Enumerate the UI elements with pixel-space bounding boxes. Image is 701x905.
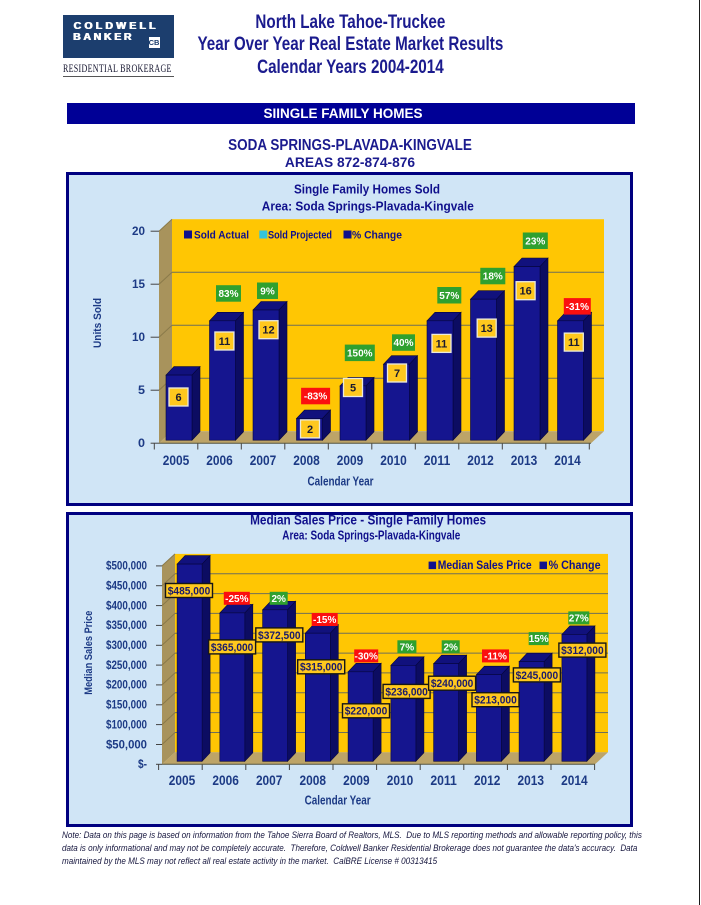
- svg-text:-83%: -83%: [304, 392, 327, 403]
- svg-text:Calendar Year: Calendar Year: [308, 473, 374, 488]
- svg-text:2005: 2005: [169, 772, 196, 788]
- svg-text:Single Family Homes Sold: Single Family Homes Sold: [294, 182, 440, 197]
- svg-text:2008: 2008: [293, 452, 320, 468]
- svg-text:$500,000: $500,000: [106, 561, 147, 573]
- svg-text:$200,000: $200,000: [106, 680, 147, 692]
- svg-text:2007: 2007: [256, 772, 283, 788]
- svg-text:$50,000: $50,000: [106, 739, 147, 751]
- svg-text:% Change: % Change: [549, 560, 601, 572]
- svg-text:2007: 2007: [250, 452, 277, 468]
- svg-text:11: 11: [436, 338, 448, 350]
- svg-text:$236,000: $236,000: [385, 686, 428, 698]
- svg-text:$100,000: $100,000: [106, 719, 147, 731]
- svg-text:5: 5: [350, 383, 356, 395]
- svg-text:$315,000: $315,000: [300, 662, 343, 674]
- svg-text:2010: 2010: [387, 772, 414, 788]
- svg-text:$400,000: $400,000: [106, 600, 147, 612]
- svg-text:2006: 2006: [206, 452, 233, 468]
- svg-text:2010: 2010: [380, 452, 407, 468]
- svg-text:$450,000: $450,000: [106, 581, 147, 593]
- svg-text:2012: 2012: [467, 452, 494, 468]
- svg-text:2011: 2011: [424, 452, 451, 468]
- svg-text:13: 13: [481, 323, 493, 335]
- svg-text:2014: 2014: [561, 772, 588, 788]
- svg-text:$213,000: $213,000: [474, 695, 517, 707]
- svg-text:11: 11: [219, 336, 231, 348]
- svg-text:2009: 2009: [337, 452, 364, 468]
- svg-text:Median Sales Price: Median Sales Price: [438, 560, 532, 572]
- svg-text:57%: 57%: [439, 291, 459, 302]
- svg-text:Sold Actual: Sold Actual: [194, 230, 249, 242]
- svg-text:$150,000: $150,000: [106, 700, 147, 712]
- svg-text:2011: 2011: [430, 772, 457, 788]
- svg-text:27%: 27%: [569, 614, 589, 625]
- svg-text:-15%: -15%: [313, 615, 336, 626]
- svg-text:23%: 23%: [525, 236, 545, 247]
- svg-text:150%: 150%: [347, 348, 373, 359]
- svg-text:2013: 2013: [518, 772, 545, 788]
- svg-text:11: 11: [568, 337, 580, 349]
- svg-text:7: 7: [394, 368, 400, 380]
- svg-text:$300,000: $300,000: [106, 640, 147, 652]
- svg-text:15%: 15%: [529, 634, 549, 645]
- svg-text:-25%: -25%: [225, 594, 248, 605]
- svg-text:Units Sold: Units Sold: [92, 298, 104, 348]
- svg-text:7%: 7%: [400, 642, 415, 653]
- svg-text:-31%: -31%: [566, 302, 589, 313]
- svg-text:Area: Soda Springs-Plavada-Kin: Area: Soda Springs-Plavada-Kingvale: [282, 527, 460, 542]
- svg-text:20: 20: [132, 226, 145, 238]
- svg-text:18%: 18%: [483, 272, 503, 283]
- svg-text:Median Sales Price: Median Sales Price: [83, 611, 95, 695]
- svg-text:2005: 2005: [163, 452, 190, 468]
- svg-text:2009: 2009: [343, 772, 370, 788]
- svg-text:$220,000: $220,000: [345, 706, 388, 718]
- svg-text:9%: 9%: [260, 286, 275, 297]
- svg-text:15: 15: [132, 279, 146, 291]
- svg-text:16: 16: [519, 286, 531, 298]
- svg-text:$350,000: $350,000: [106, 620, 147, 632]
- svg-text:$250,000: $250,000: [106, 660, 147, 672]
- svg-text:$245,000: $245,000: [516, 670, 559, 682]
- svg-text:10: 10: [132, 332, 145, 344]
- svg-text:$365,000: $365,000: [211, 642, 254, 654]
- svg-text:Calendar Year: Calendar Year: [305, 793, 371, 808]
- svg-text:Sold Projected: Sold Projected: [268, 230, 332, 242]
- svg-text:2: 2: [307, 424, 313, 436]
- svg-text:5: 5: [138, 385, 146, 397]
- svg-text:12: 12: [262, 325, 274, 337]
- svg-text:$485,000: $485,000: [168, 585, 211, 597]
- svg-text:2012: 2012: [474, 772, 501, 788]
- svg-text:$-: $-: [138, 759, 147, 771]
- svg-text:-30%: -30%: [355, 652, 378, 663]
- svg-text:% Change: % Change: [352, 230, 402, 242]
- svg-text:2014: 2014: [554, 452, 581, 468]
- svg-text:83%: 83%: [218, 289, 238, 300]
- svg-text:2006: 2006: [212, 772, 239, 788]
- svg-text:6: 6: [175, 392, 181, 404]
- svg-text:40%: 40%: [393, 338, 413, 349]
- svg-text:2013: 2013: [511, 452, 538, 468]
- svg-text:-11%: -11%: [484, 652, 507, 663]
- svg-text:2%: 2%: [443, 642, 458, 653]
- svg-text:0: 0: [138, 438, 145, 450]
- svg-text:Median Sales Price - Single Fa: Median Sales Price - Single Family Homes: [250, 513, 486, 528]
- svg-text:$312,000: $312,000: [561, 645, 604, 657]
- svg-text:$372,500: $372,500: [258, 630, 301, 642]
- svg-text:2%: 2%: [271, 594, 286, 605]
- svg-text:Area: Soda Springs-Plavada-Kin: Area: Soda Springs-Plavada-Kingvale: [262, 199, 474, 214]
- svg-text:2008: 2008: [300, 772, 327, 788]
- svg-text:$240,000: $240,000: [431, 678, 474, 690]
